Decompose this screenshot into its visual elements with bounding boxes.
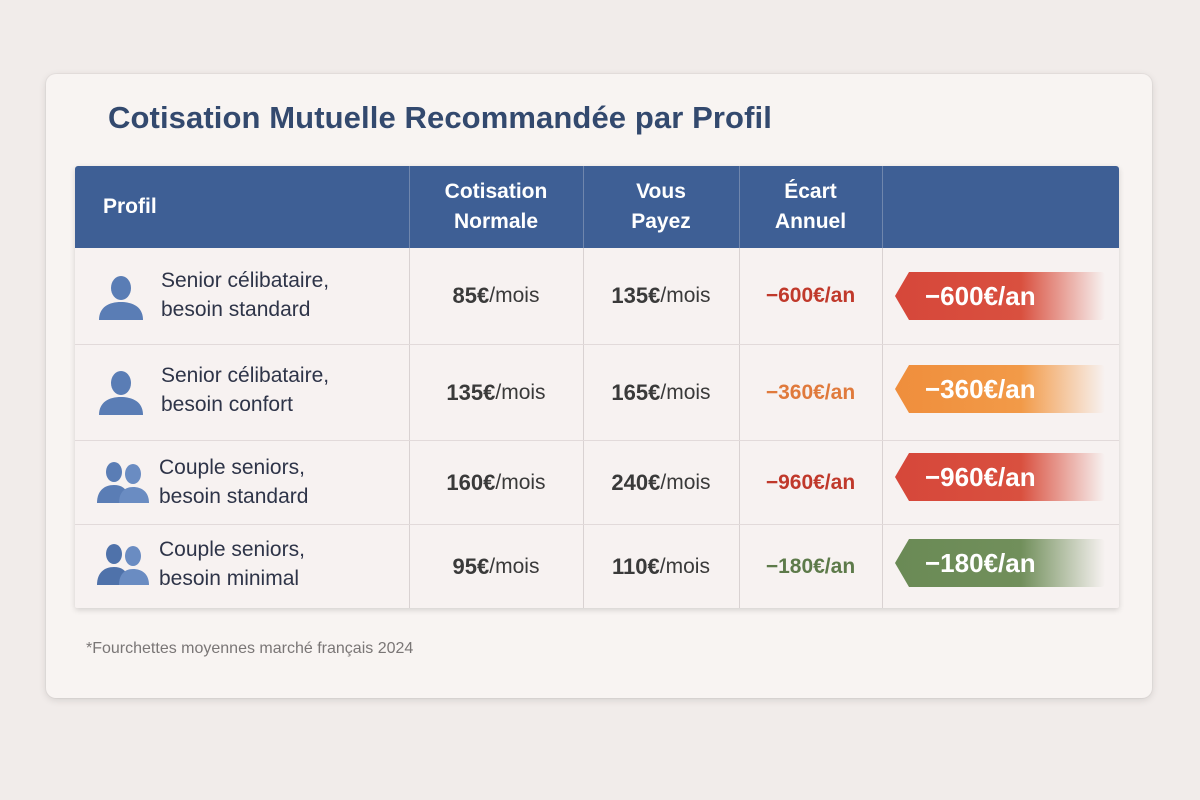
table-row: Senior célibataire, besoin confort 135€ /… [75, 344, 1119, 441]
table-header: Profil Cotisation Normale Vous Payez Éca… [75, 166, 1119, 248]
header-profil: Profil [103, 195, 157, 218]
profile-cell: Senior célibataire, besoin confort [75, 345, 409, 441]
footnote: *Fourchettes moyennes marché français 20… [86, 640, 414, 657]
amount: 85€ [452, 283, 490, 308]
vous-payez-cell: 240€/mois [583, 441, 739, 525]
divider [409, 248, 410, 608]
table-row: Senior célibataire, besoin standard 85€ /… [75, 248, 1119, 344]
ecart-badge: −600€/an [895, 272, 1105, 320]
amount: 240€ [611, 470, 661, 495]
divider [882, 166, 883, 248]
vous-payez-cell: 135€/mois [583, 248, 739, 344]
profile-cell: Senior célibataire, besoin standard [75, 248, 409, 344]
header-line: Normale [453, 210, 539, 233]
vous-payez-cell: 110€/mois [583, 525, 739, 609]
divider [739, 248, 740, 608]
header-line: Payez [631, 210, 691, 233]
cotisation-normale-cell: 85€/mois [409, 248, 583, 344]
divider [583, 248, 584, 608]
ecart-annuel-cell: −180€/an [765, 555, 856, 578]
cotisation-normale-cell: 160€/mois [409, 441, 583, 525]
divider [882, 248, 883, 608]
profile-line: besoin standard [159, 485, 309, 508]
couple-icon [97, 462, 149, 503]
profile-line: Senior célibataire, [161, 269, 330, 292]
unit: /mois [495, 471, 546, 494]
amount: 110€ [612, 554, 660, 579]
profile-line: Couple seniors, [159, 456, 305, 479]
ecart-annuel-cell: −960€/an [765, 471, 856, 494]
header-ecart-annuel: Écart Annuel [739, 166, 882, 248]
header-line: Annuel [774, 210, 847, 233]
cotisation-normale-cell: 135€/mois [409, 345, 583, 441]
profile-label: Senior célibataire, besoin standard [161, 266, 329, 324]
profile-cell: Couple seniors, besoin minimal [75, 525, 409, 609]
unit: /mois [489, 284, 540, 307]
divider [409, 166, 410, 248]
profile-label: Couple seniors, besoin minimal [159, 535, 305, 593]
profile-line: besoin minimal [159, 567, 300, 590]
header-vous-payez: Vous Payez [583, 166, 739, 248]
profile-line: besoin confort [161, 393, 293, 416]
ecart-annuel-cell: −360€/an [765, 381, 856, 404]
ecart-badge: −360€/an [895, 365, 1105, 413]
table-row: Couple seniors, besoin minimal 95€/mois … [75, 524, 1119, 609]
amount: 95€ [452, 554, 490, 579]
header-line: Écart [784, 180, 837, 203]
unit: /mois [660, 284, 711, 307]
table-row: Couple seniors, besoin standard 160€/moi… [75, 440, 1119, 525]
profile-line: Senior célibataire, [161, 364, 330, 387]
amount: 135€ [611, 283, 661, 308]
amount: 160€ [446, 470, 496, 495]
unit: /mois [660, 471, 711, 494]
single-person-icon [99, 371, 143, 415]
profile-line: Couple seniors, [159, 538, 305, 561]
divider [739, 166, 740, 248]
unit: /mois [660, 381, 711, 404]
divider [583, 166, 584, 248]
unit: /mois [495, 381, 546, 404]
amount: 135€ [446, 380, 496, 405]
unit: /mois [659, 555, 710, 578]
ecart-badge: −180€/an [895, 539, 1105, 587]
profile-line: besoin standard [161, 298, 311, 321]
cotisation-normale-cell: 95€/mois [409, 525, 583, 609]
comparison-table: Profil Cotisation Normale Vous Payez Éca… [75, 166, 1119, 608]
ecart-annuel-cell: −600€/an [765, 284, 856, 307]
ecart-badge: −960€/an [895, 453, 1105, 501]
profile-label: Senior célibataire, besoin confort [161, 361, 329, 419]
profile-label: Couple seniors, besoin standard [159, 453, 308, 511]
header-line: Cotisation [444, 180, 548, 203]
couple-icon [97, 544, 149, 585]
header-cotisation-normale: Cotisation Normale [409, 166, 583, 248]
amount: 165€ [611, 380, 661, 405]
vous-payez-cell: 165€/mois [583, 345, 739, 441]
unit: /mois [489, 555, 540, 578]
header-line: Vous [636, 180, 686, 203]
profile-cell: Couple seniors, besoin standard [75, 441, 409, 525]
single-person-icon [99, 276, 143, 320]
page-title: Cotisation Mutuelle Recommandée par Prof… [108, 100, 772, 135]
